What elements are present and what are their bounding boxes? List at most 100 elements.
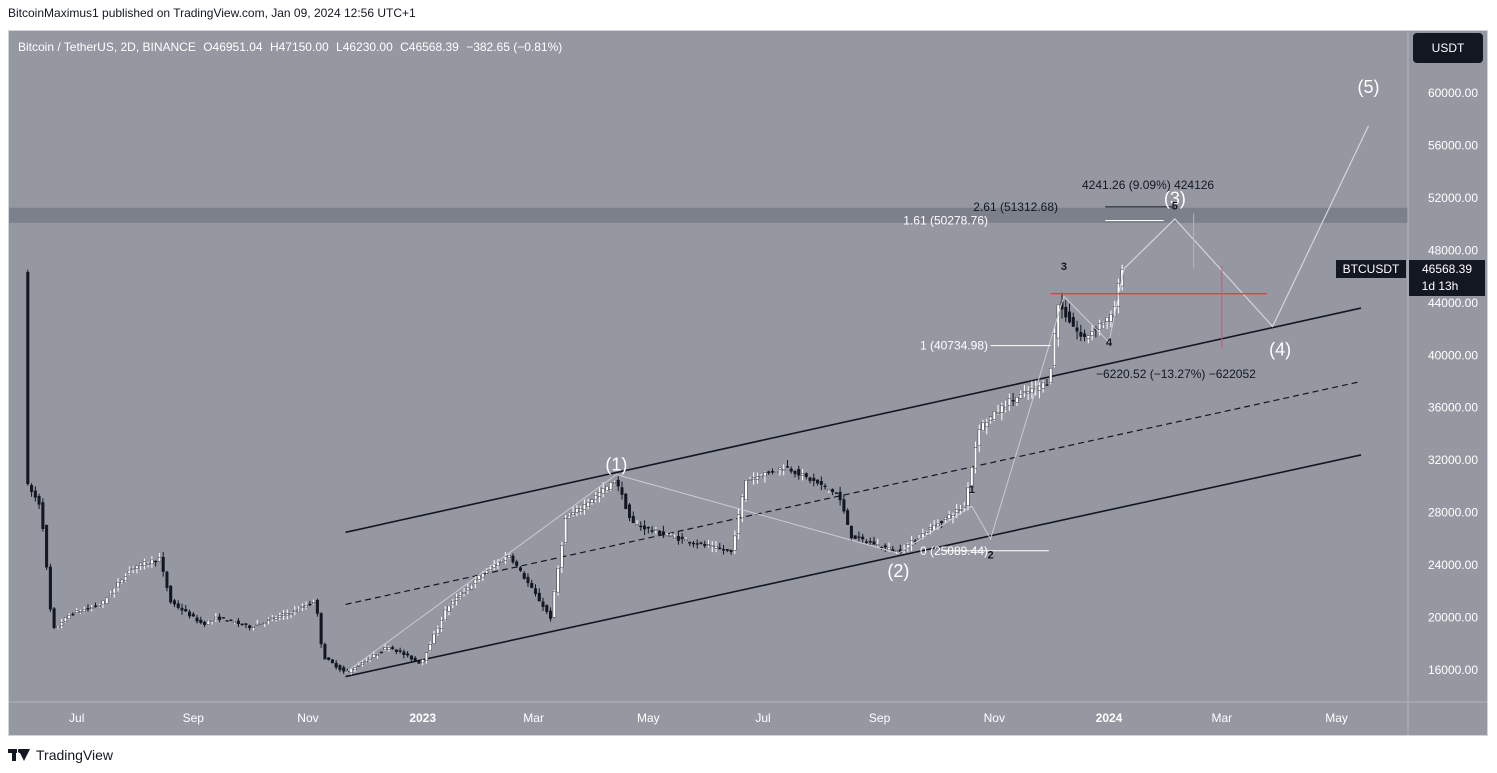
candle-body <box>266 619 271 621</box>
candle-body <box>887 547 891 550</box>
candle-body <box>665 535 669 537</box>
candle-body <box>293 610 297 612</box>
candle-body <box>338 665 342 670</box>
candle-body <box>992 411 996 420</box>
candle-body <box>26 271 30 485</box>
candle-body <box>639 525 643 528</box>
wave-label: (3) <box>1164 188 1186 208</box>
candle-body <box>327 657 331 660</box>
candle-body <box>82 609 86 612</box>
candle-body <box>684 539 688 542</box>
y-tick-label: 24000.00 <box>1428 558 1478 572</box>
candle-body <box>462 592 466 594</box>
candle-body <box>842 499 846 512</box>
candle-body <box>763 472 767 477</box>
candle-body <box>319 613 323 645</box>
candle-body <box>93 605 98 608</box>
candle-body <box>195 617 199 622</box>
candle-body <box>522 572 526 579</box>
x-tick-label: Nov <box>984 711 1005 725</box>
candle-body <box>218 616 222 620</box>
y-tick-label: 48000.00 <box>1428 243 1478 257</box>
candle-body <box>718 547 722 550</box>
candle-body <box>439 619 444 629</box>
candle-body <box>1004 406 1008 410</box>
candle-body <box>45 524 49 568</box>
candle-body <box>187 611 192 617</box>
high-value: H47150.00 <box>269 40 329 54</box>
candle-body <box>214 616 218 620</box>
x-tick-label: 2024 <box>1096 711 1123 725</box>
candle-body <box>1068 311 1072 323</box>
candle-body <box>1052 333 1057 366</box>
candle-body <box>1007 398 1011 406</box>
symbol-legend[interactable]: Bitcoin / TetherUS, 2D, BINANCE O46951.0… <box>18 40 566 54</box>
candle-body <box>485 570 489 574</box>
candle-body <box>579 508 583 512</box>
candle-body <box>503 556 507 561</box>
wave-label: (1) <box>605 455 627 475</box>
candle-body <box>782 469 786 471</box>
candle-body <box>447 605 451 612</box>
candle-body <box>372 654 376 658</box>
candle-body <box>282 613 286 616</box>
candle-body <box>206 620 210 625</box>
candle-body <box>443 609 447 621</box>
candle-body <box>970 467 974 489</box>
currency-button[interactable]: USDT <box>1413 33 1483 63</box>
candle-body <box>1098 323 1102 330</box>
candle-body <box>586 502 590 507</box>
candle-body <box>725 549 729 551</box>
candle-body <box>691 542 695 545</box>
candle-body <box>131 567 135 570</box>
candle-body <box>379 651 383 654</box>
candle-body <box>466 587 470 591</box>
candle-body <box>740 496 744 519</box>
candle-body <box>767 471 771 473</box>
candle-body <box>383 647 387 650</box>
candle-body <box>360 662 365 665</box>
y-tick-label: 36000.00 <box>1428 401 1478 415</box>
candle-body <box>1101 322 1105 325</box>
x-tick-label: 2023 <box>409 711 436 725</box>
candle-body <box>368 657 372 660</box>
candle-body <box>819 481 823 485</box>
candle-body <box>688 541 692 544</box>
candle-body <box>650 530 654 532</box>
candle-body <box>120 579 124 584</box>
wave-label: (2) <box>887 561 909 581</box>
candle-body <box>1105 317 1109 322</box>
candle-body <box>180 607 184 611</box>
candle-body <box>116 582 120 588</box>
candle-body <box>827 488 831 491</box>
candle-body <box>1075 327 1079 332</box>
candle-body <box>778 467 782 470</box>
channel-lower-line <box>345 454 1362 678</box>
candle-body <box>699 542 703 544</box>
candle-body <box>391 647 395 650</box>
candle-body <box>244 623 248 625</box>
sub-wave-label: 5 <box>1172 201 1178 213</box>
candle-body <box>635 524 639 526</box>
candle-body <box>52 608 56 628</box>
candle-body <box>770 471 774 473</box>
symbol-tag <box>1336 260 1406 278</box>
last-price-value: 46568.39 <box>1422 262 1472 276</box>
candle-body <box>872 541 876 545</box>
candle-body <box>142 561 146 567</box>
tradingview-logo[interactable]: TradingView <box>8 747 113 763</box>
projection-line <box>1123 125 1370 328</box>
channel-middle-line <box>345 380 1362 606</box>
candle-body <box>511 555 515 563</box>
candle-body <box>473 579 477 584</box>
candle-body <box>571 512 575 515</box>
candle-body <box>774 471 778 473</box>
candle-body <box>259 623 263 625</box>
candle-body <box>530 583 534 588</box>
candle-body <box>1049 368 1053 383</box>
candle-body <box>831 489 835 493</box>
candle-body <box>955 509 959 513</box>
candle-body <box>1019 394 1023 399</box>
candle-body <box>304 605 308 608</box>
